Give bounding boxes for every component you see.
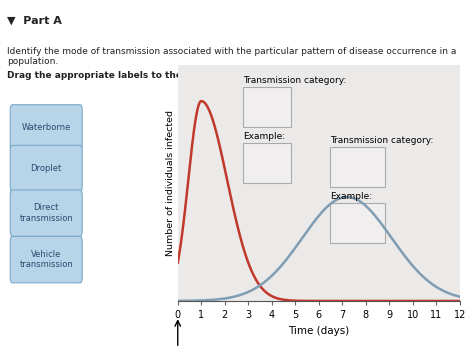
FancyBboxPatch shape: [330, 147, 385, 187]
Text: Transmission category:: Transmission category:: [330, 136, 434, 145]
Text: Example:: Example:: [244, 132, 286, 141]
Text: Direct
transmission: Direct transmission: [19, 203, 73, 223]
FancyBboxPatch shape: [243, 87, 291, 127]
FancyBboxPatch shape: [10, 190, 82, 237]
FancyBboxPatch shape: [10, 145, 82, 192]
FancyBboxPatch shape: [243, 143, 291, 183]
Text: Waterborne: Waterborne: [21, 124, 71, 132]
FancyBboxPatch shape: [10, 237, 82, 283]
Text: Reset: Reset: [364, 90, 389, 99]
Text: ▼  Part A: ▼ Part A: [7, 15, 62, 25]
Text: Drag the appropriate labels to their respective targets.: Drag the appropriate labels to their res…: [7, 71, 290, 80]
Text: Help: Help: [422, 90, 442, 99]
FancyBboxPatch shape: [330, 203, 385, 243]
Text: Transmission category:: Transmission category:: [244, 76, 347, 85]
X-axis label: Time (days): Time (days): [288, 326, 349, 335]
Text: Example:: Example:: [330, 192, 373, 201]
Text: Droplet: Droplet: [31, 164, 62, 173]
Text: Identify the mode of transmission associated with the particular pattern of dise: Identify the mode of transmission associ…: [7, 46, 456, 66]
FancyBboxPatch shape: [10, 105, 82, 151]
Y-axis label: Number of individuals infected: Number of individuals infected: [166, 110, 175, 256]
Text: Vehicle
transmission: Vehicle transmission: [19, 250, 73, 269]
